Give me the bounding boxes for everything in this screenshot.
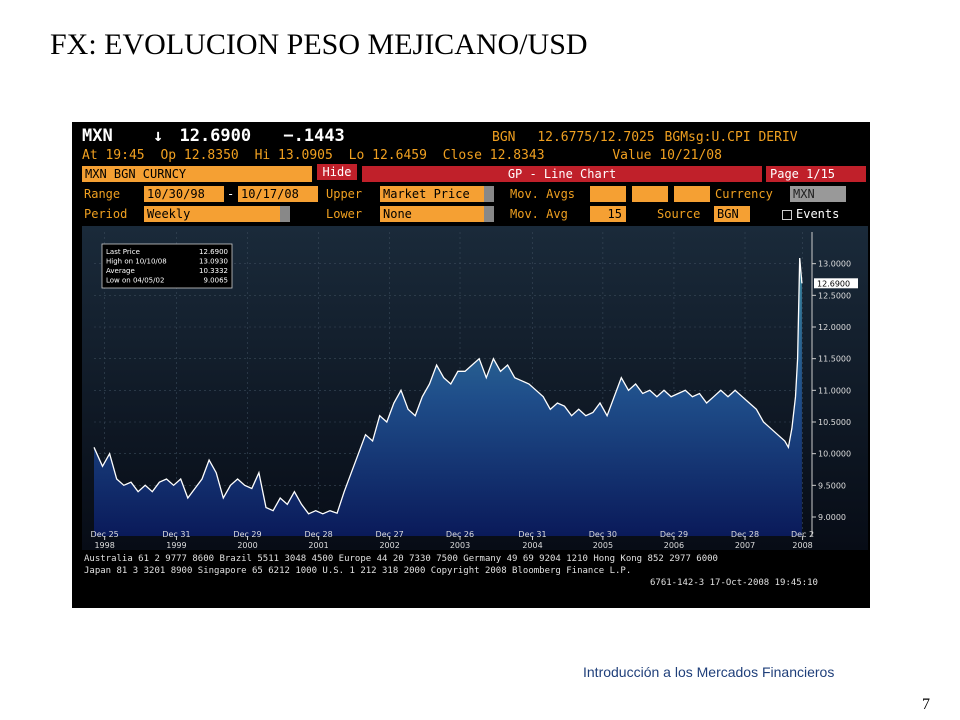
y-tick-label: 10.5000: [818, 418, 851, 427]
bid-ask: 12.6775/12.7025: [537, 130, 655, 145]
y-tick-label: 12.5000: [818, 291, 851, 300]
legend-label: High on 10/10/08: [106, 258, 167, 266]
price-change: −.1443: [283, 126, 345, 146]
last-price-tag-box: [814, 278, 858, 289]
x-tick-label-bottom: 2005: [593, 541, 613, 550]
y-tick-label: 11.5000: [818, 355, 851, 364]
fx-line-chart: 13.0000 12.5000 12.0000 11.5000 11.0000 10.50…: [82, 226, 868, 550]
chart-title-bar: GP - Line Chart: [362, 166, 762, 182]
down-arrow-icon: ↓: [152, 126, 164, 146]
x-tick-label-top: Dec 25: [91, 530, 119, 539]
lower-field[interactable]: None: [380, 206, 490, 222]
open-price: Op 12.8350: [160, 148, 239, 163]
lower-dropdown-icon[interactable]: [484, 206, 494, 222]
x-tick-label-bottom: 2003: [450, 541, 470, 550]
legend-value: 10.3332: [199, 267, 228, 275]
y-tick-label: 13.0000: [818, 260, 851, 269]
x-tick-label-bottom: 1999: [166, 541, 186, 550]
last-price-tag: 12.6900: [817, 279, 850, 288]
source-field[interactable]: BGN: [714, 206, 750, 222]
events-checkbox-icon[interactable]: [782, 209, 792, 220]
currency-field[interactable]: MXN: [790, 186, 846, 202]
upper-label: Upper: [326, 187, 363, 201]
range-dash: -: [227, 187, 235, 201]
upper-dropdown-icon[interactable]: [484, 186, 494, 202]
range-end-field[interactable]: 10/17/08: [238, 186, 318, 202]
high-price: Hi 13.0905: [254, 148, 333, 163]
mov-avg-3-field[interactable]: [674, 186, 710, 202]
x-tick-label-bottom: 2002: [379, 541, 399, 550]
x-tick-label-top: Dec 31: [162, 530, 190, 539]
x-tick-label-bottom: 1998: [94, 541, 114, 550]
quote-time: At 19:45: [82, 148, 145, 163]
period-label: Period: [84, 207, 128, 221]
bloomberg-terminal: MXN ↓ 12.6900 −.1443 BGN 12.6775/12.7025…: [72, 122, 870, 608]
low-price: Lo 12.6459: [348, 148, 427, 163]
range-start-field[interactable]: 10/30/98: [144, 186, 224, 202]
pricing-source: BGN: [492, 130, 516, 145]
legend-label: Low on 04/05/02: [106, 277, 164, 285]
close-price: Close 12.8343: [442, 148, 545, 163]
mov-avg-2-field[interactable]: [632, 186, 668, 202]
mov-avg-label: Mov. Avg: [510, 207, 568, 221]
x-tick-label-top: Dec 29: [660, 530, 688, 539]
currency-label: Currency: [715, 187, 773, 201]
slide-title: FX: EVOLUCION PESO MEJICANO/USD: [50, 28, 588, 61]
events-label: Events: [796, 207, 840, 221]
x-tick-label-top: Dec 29: [233, 530, 261, 539]
message-ticker[interactable]: BGMsg:U.CPI DERIV: [664, 130, 798, 145]
chart-legend: Last Price 12.6900 High on 10/10/08 13.0930…: [101, 243, 233, 289]
legend-frame: [101, 243, 233, 289]
x-tick-label-bottom: 2004: [522, 541, 542, 550]
events-toggle[interactable]: Events: [782, 206, 839, 222]
x-tick-label-bottom: 2007: [735, 541, 755, 550]
contact-line-1: Australia 61 2 9777 8600 Brazil 5511 304…: [84, 554, 718, 564]
y-tick-label: 10.0000: [818, 450, 851, 459]
quote-details: At 19:45 Op 12.8350 Hi 13.0905 Lo 12.645…: [82, 148, 722, 163]
range-label: Range: [84, 187, 121, 201]
legend-label: Last Price: [106, 248, 140, 256]
contact-line-2: Japan 81 3 3201 8900 Singapore 65 6212 1…: [84, 566, 632, 576]
x-tick-label-bottom: 2000: [237, 541, 257, 550]
y-tick-label: 9.0000: [818, 513, 846, 522]
price-area: [94, 258, 802, 536]
price-line: [93, 257, 803, 515]
x-tick-label-bottom: 2001: [308, 541, 328, 550]
legend-value: 12.6900: [199, 248, 228, 256]
x-tick-label-top: Dec 31: [518, 530, 546, 539]
y-tick-label: 12.0000: [818, 323, 851, 332]
page-number: 7: [922, 696, 930, 713]
source-label: Source: [657, 207, 701, 221]
x-tick-label-top: Dec 26: [446, 530, 474, 539]
mov-avgs-label: Mov. Avgs: [510, 187, 576, 201]
x-tick-label-top: Dec 30: [589, 530, 617, 539]
legend-value: 9.0065: [204, 277, 229, 285]
period-dropdown-icon[interactable]: [280, 206, 290, 222]
x-tick-label-top: Dec 27: [376, 530, 404, 539]
value-date: Value 10/21/08: [612, 148, 722, 163]
quote-header: MXN ↓ 12.6900 −.1443: [82, 126, 345, 146]
x-tick-label-bottom: 2008: [792, 541, 812, 550]
x-tick-label-top: Dec 2: [791, 530, 814, 539]
legend-label: Average: [106, 267, 135, 275]
page-indicator[interactable]: Page 1/15: [766, 166, 866, 182]
y-tick-label: 9.5000: [818, 481, 846, 490]
legend-value: 13.0930: [199, 258, 228, 266]
timestamp-line: 6761-142-3 17-Oct-2008 19:45:10: [650, 578, 818, 588]
hide-button[interactable]: Hide: [317, 164, 357, 180]
y-tick-label: 11.0000: [818, 386, 851, 395]
security-field[interactable]: MXN BGN CURNCY: [82, 166, 312, 182]
x-tick-label-bottom: 2006: [664, 541, 684, 550]
lower-label: Lower: [326, 207, 363, 221]
upper-field[interactable]: Market Price: [380, 186, 490, 202]
mov-avg-1-field[interactable]: [590, 186, 626, 202]
x-tick-label-top: Dec 28: [304, 530, 332, 539]
slide-footer: Introducción a los Mercados Financieros: [583, 664, 835, 680]
ticker: MXN: [82, 126, 113, 146]
last-price: 12.6900: [179, 126, 252, 146]
mov-avg-field[interactable]: 15: [590, 206, 626, 222]
x-tick-label-top: Dec 28: [731, 530, 759, 539]
period-field[interactable]: Weekly: [144, 206, 284, 222]
